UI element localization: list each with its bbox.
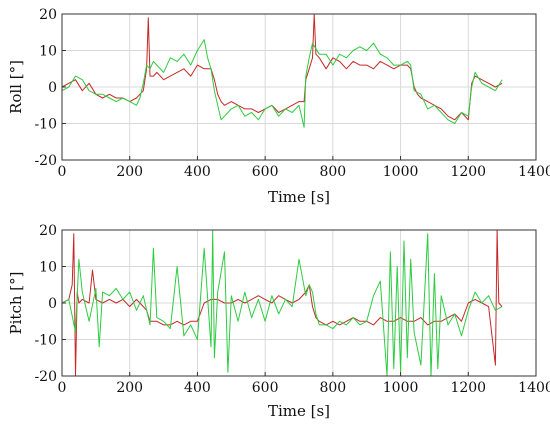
roll-y-tick-label: 0 <box>48 80 57 96</box>
pitch-y-tick-label: 10 <box>39 260 57 276</box>
pitch-x-tick-label: 400 <box>184 380 211 396</box>
roll-chart: 0 200 400 600 800 1000 1200 1400 -20 -10 0 10 20 Rol… <box>7 7 550 206</box>
roll-y-tick-label: -20 <box>34 153 57 169</box>
roll-y-tick-label: -10 <box>34 117 57 133</box>
roll-x-tick-label: 1400 <box>518 164 550 180</box>
pitch-y-tick-label: -20 <box>34 369 57 385</box>
roll-x-tick-label: 200 <box>116 164 143 180</box>
pitch-x-tick-label: 200 <box>116 380 143 396</box>
roll-ylabel: Roll [°] <box>7 60 25 114</box>
roll-x-tick-label: 0 <box>58 164 67 180</box>
roll-x-tick-label: 1000 <box>383 164 419 180</box>
pitch-chart: 0 200 400 600 800 1000 1200 1400 -20 -10 0 10 20 Pit… <box>7 223 550 420</box>
roll-y-tick-label: 10 <box>39 44 57 60</box>
pitch-x-tick-label: 600 <box>252 380 279 396</box>
roll-x-tick-label: 600 <box>252 164 279 180</box>
pitch-y-tick-label: 20 <box>39 223 57 239</box>
roll-series-line-2 <box>62 39 503 128</box>
pitch-x-tick-label: 0 <box>58 380 67 396</box>
pitch-x-tick-label: 1000 <box>383 380 419 396</box>
pitch-series-line-1 <box>62 230 503 376</box>
pitch-ylabel: Pitch [°] <box>7 272 25 335</box>
roll-xlabel: Time [s] <box>268 188 330 206</box>
pitch-series-line-2 <box>62 230 503 376</box>
roll-series-line-1 <box>62 14 503 121</box>
roll-x-tick-label: 1200 <box>450 164 486 180</box>
roll-x-tick-label: 800 <box>319 164 346 180</box>
pitch-y-tick-label: 0 <box>48 296 57 312</box>
pitch-x-tick-label: 1400 <box>518 380 550 396</box>
pitch-x-tick-label: 1200 <box>450 380 486 396</box>
pitch-y-tick-label: -10 <box>34 333 57 349</box>
roll-plot-layer: 0 200 400 600 800 1000 1200 1400 -20 -10 0 10 20 <box>34 7 550 180</box>
pitch-plot-layer: 0 200 400 600 800 1000 1200 1400 -20 -10 0 10 20 <box>34 223 550 396</box>
pitch-x-tick-label: 800 <box>319 380 346 396</box>
pitch-xlabel: Time [s] <box>268 402 330 420</box>
roll-x-tick-label: 400 <box>184 164 211 180</box>
roll-y-tick-label: 20 <box>39 7 57 23</box>
